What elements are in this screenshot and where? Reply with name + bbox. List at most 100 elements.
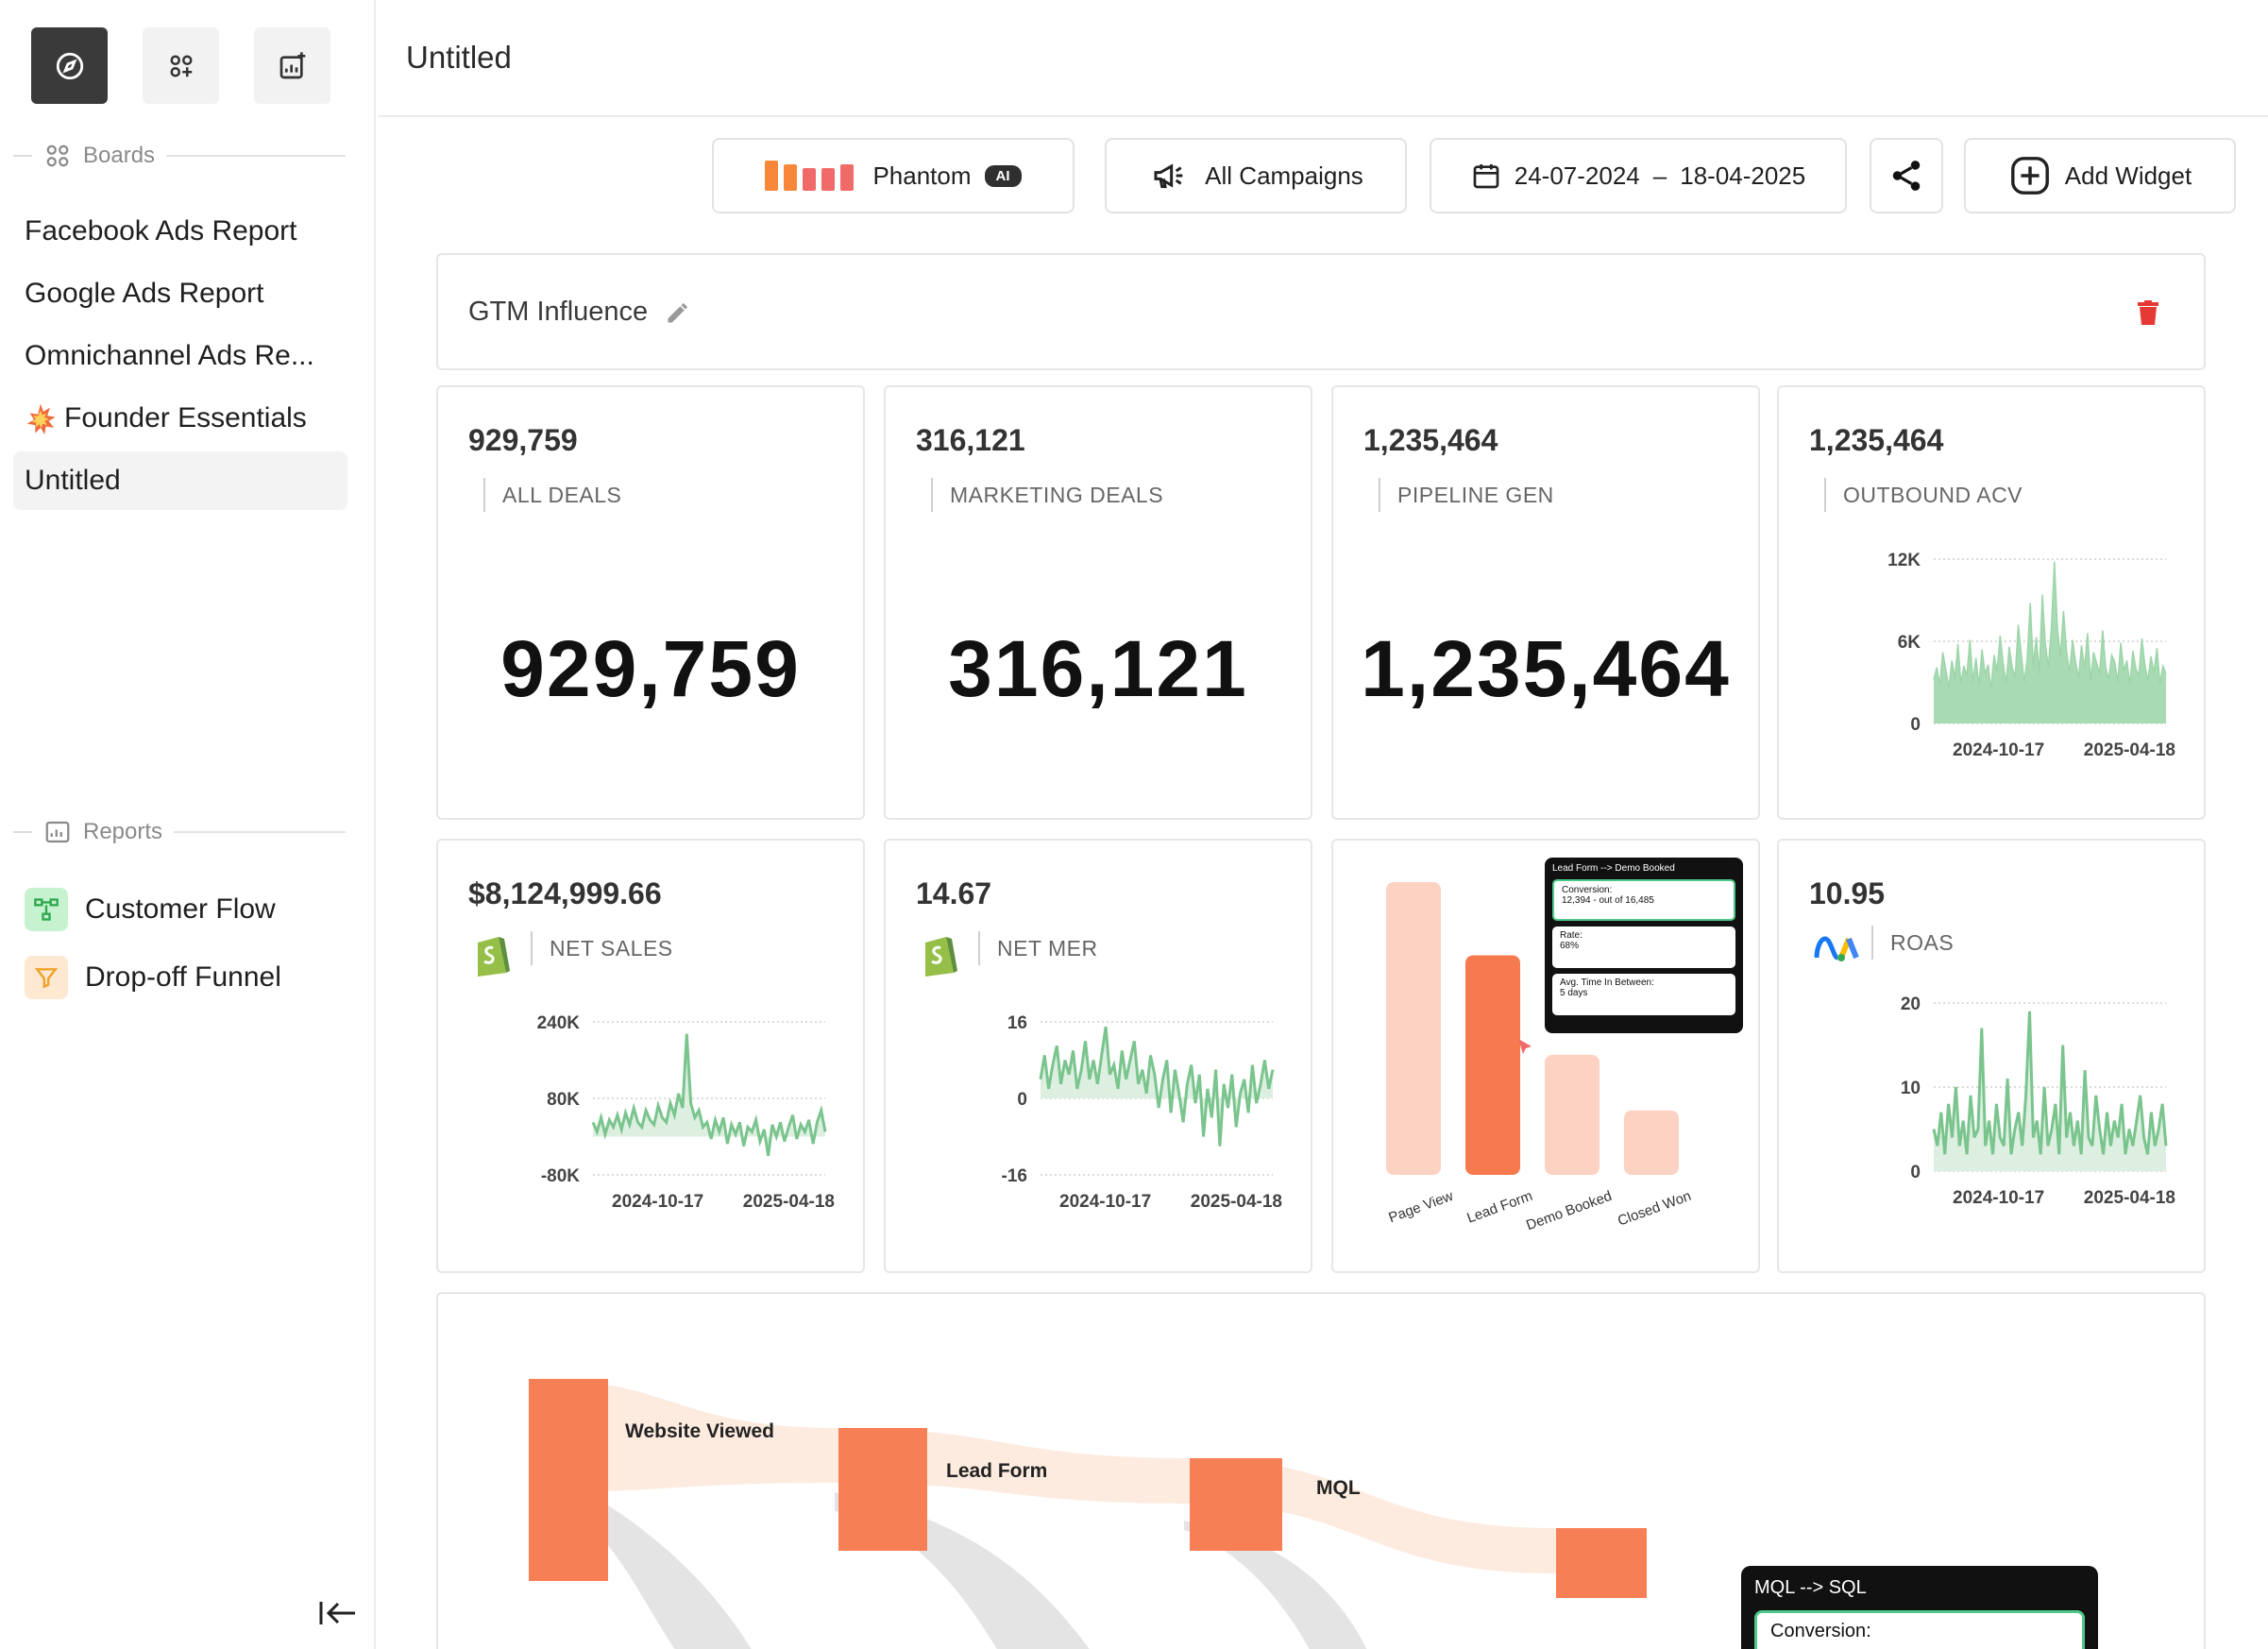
y-tick-label: 240K	[537, 1013, 581, 1033]
add-widget-label: Add Widget	[2064, 161, 2192, 190]
y-tick-label: 0	[1017, 1090, 1027, 1110]
outbound-acv-chart: 0 6K 12K 2024-10-17 2025-04-18	[1887, 551, 2175, 760]
y-tick-label: 0	[1910, 715, 1921, 735]
funnel-tooltip-title: Lead Form --> Demo Booked	[1552, 863, 1675, 874]
page-title: Untitled	[406, 40, 512, 75]
board-item-untitled[interactable]: Untitled	[13, 451, 347, 510]
drop-off-funnel-card[interactable]: Page View Lead Form Demo Booked Closed Won …	[1331, 839, 1760, 1273]
y-tick-label: 80K	[547, 1090, 580, 1110]
add-report-button[interactable]	[254, 27, 330, 104]
metric-card-net-mer[interactable]: 14.67 NET MER -16 0 16 2024-10-17 2025-04-18	[884, 839, 1312, 1273]
flow-band	[533, 1379, 838, 1492]
funnel-bar	[1465, 955, 1520, 1175]
divider	[13, 155, 32, 157]
boards-heading: Boards	[83, 143, 156, 168]
divider	[166, 155, 346, 157]
sankey-tooltip: MQL --> SQL Conversion:	[1741, 1566, 2098, 1649]
divider	[13, 831, 32, 833]
board-item-facebook-ads-report[interactable]: Facebook Ads Report	[13, 202, 347, 261]
customer-flow-card[interactable]: Website Viewed Lead Form MQL MQL --> SQL C…	[436, 1292, 2206, 1649]
cursor-pointer-icon	[1518, 1039, 1532, 1054]
shopify-icon	[478, 937, 510, 977]
phantom-ai-button[interactable]: Phantom AI	[712, 138, 1075, 213]
x-tick-label: 2025-04-18	[743, 1192, 835, 1212]
tooltip-avg-label: Avg. Time In Between:	[1560, 978, 1654, 988]
tooltip-conversion-value: 12,394 - out of 16,485	[1562, 895, 1654, 906]
kpi-value-small: 929,759	[468, 423, 578, 457]
board-item-label: Google Ads Report	[25, 278, 264, 309]
report-item-drop-off-funnel[interactable]: Drop-off Funnel	[25, 950, 281, 1005]
phantom-bars-icon	[765, 161, 855, 191]
kpi-value-large: 316,121	[948, 624, 1248, 713]
sankey-node	[1556, 1528, 1647, 1598]
x-tick-label: 2024-10-17	[1953, 740, 2044, 760]
metric-value: 10.95	[1809, 876, 1886, 910]
meta-google-ads-icon	[1814, 936, 1859, 961]
campaigns-filter-button[interactable]: All Campaigns	[1105, 138, 1407, 213]
gtm-title: GTM Influence	[468, 297, 649, 327]
report-item-label: Drop-off Funnel	[85, 961, 281, 993]
board-item-google-ads-report[interactable]: Google Ads Report	[13, 264, 347, 323]
x-tick-label: 2024-10-17	[1953, 1188, 2044, 1208]
x-tick-label: 2025-04-18	[2084, 740, 2175, 760]
kpi-card-pipeline-gen[interactable]: 1,235,464 PIPELINE GEN 1,235,464	[1331, 385, 1760, 820]
series-line	[591, 1033, 827, 1157]
kpi-card-outbound-acv[interactable]: 1,235,464 OUTBOUND ACV 0 6K 12K 2024-10-17 2…	[1777, 385, 2206, 820]
date-range-picker[interactable]: 24-07-2024 – 18-04-2025	[1430, 138, 1847, 213]
funnel-tooltip: Lead Form --> Demo Booked Conversion: 12…	[1545, 858, 1743, 1033]
y-tick-label: 20	[1901, 994, 1921, 1014]
tooltip-rate-box: Rate: 68%	[1552, 926, 1735, 968]
series-area	[1041, 1027, 1273, 1147]
kpi-label: ALL DEALS	[483, 478, 621, 512]
add-widget-button[interactable]: Add Widget	[1964, 138, 2236, 213]
report-item-customer-flow[interactable]: Customer Flow	[25, 882, 281, 937]
share-button[interactable]	[1870, 138, 1943, 213]
net-sales-chart: -80K 80K 240K 2024-10-17 2025-04-18	[537, 1013, 835, 1212]
tooltip-rate-label: Rate:	[1560, 930, 1583, 941]
kpi-card-marketing-deals[interactable]: 316,121 MARKETING DEALS 316,121	[884, 385, 1312, 820]
board-item-label: Facebook Ads Report	[25, 215, 297, 246]
compass-icon	[56, 52, 83, 79]
reports-icon	[45, 821, 70, 843]
kpi-label: MARKETING DEALS	[931, 478, 1163, 512]
y-tick-label: 10	[1901, 1079, 1921, 1098]
series-line	[1933, 561, 2167, 689]
kpi-value-large: 929,759	[500, 624, 801, 713]
reports-section-header: Reports	[13, 818, 346, 846]
funnel-icon-tile	[25, 956, 68, 999]
edit-pencil-icon[interactable]	[665, 299, 691, 326]
sankey-tooltip-conversion: Conversion:	[1754, 1610, 2085, 1649]
chart-add-icon	[279, 51, 305, 78]
metric-value: $8,124,999.66	[468, 876, 662, 910]
calendar-icon	[1473, 164, 1499, 189]
y-tick-label: 6K	[1898, 633, 1921, 653]
funnel-bar	[1545, 1054, 1599, 1175]
compass-button[interactable]	[31, 27, 108, 104]
sankey-node-label: MQL	[1316, 1477, 1361, 1499]
board-item-label: Untitled	[25, 465, 121, 496]
gtm-title-row: GTM Influence	[468, 297, 691, 328]
report-item-label: Customer Flow	[85, 893, 276, 925]
metric-card-roas[interactable]: 10.95 ROAS 0 10 20 2024-10-17 2025-04-18	[1777, 839, 2206, 1273]
board-item-omnichannel-ads-report[interactable]: Omnichannel Ads Re...	[13, 327, 347, 385]
delete-trash-icon[interactable]	[2138, 300, 2158, 325]
board-item-founder-essentials[interactable]: Founder Essentials	[13, 389, 347, 448]
campaigns-label: All Campaigns	[1205, 161, 1363, 190]
kpi-value-small: 1,235,464	[1363, 423, 1498, 457]
boards-icon	[46, 144, 69, 167]
share-icon	[1892, 161, 1921, 191]
kpi-card-all-deals[interactable]: 929,759 ALL DEALS 929,759	[436, 385, 865, 820]
metric-value: 14.67	[916, 876, 992, 910]
metric-card-net-sales[interactable]: $8,124,999.66 NET SALES -80K 80K 240K 2024-…	[436, 839, 865, 1273]
reports-heading: Reports	[83, 819, 163, 844]
shopify-icon	[925, 937, 957, 977]
series-line	[1932, 1011, 2168, 1155]
boards-section-header: Boards	[13, 142, 346, 170]
funnel-icon	[34, 968, 59, 989]
sankey-tooltip-title: MQL --> SQL	[1754, 1577, 1867, 1598]
collapse-sidebar-button[interactable]	[317, 1596, 359, 1635]
boards-button[interactable]	[143, 27, 219, 104]
page-header: Untitled	[378, 0, 2268, 117]
tooltip-avg-value: 5 days	[1560, 988, 1588, 998]
report-list: Customer Flow Drop-off Funnel	[25, 882, 281, 1018]
